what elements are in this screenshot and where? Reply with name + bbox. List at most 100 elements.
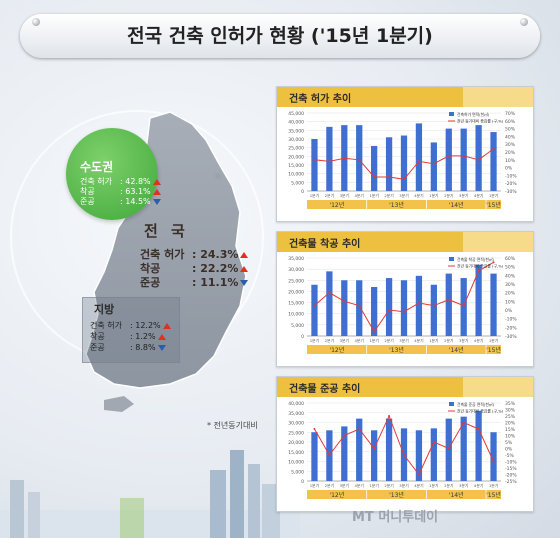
y2-tick-label: 25% [505, 414, 516, 420]
bar [311, 139, 318, 191]
national-stat-label: 착공 [140, 262, 161, 275]
national-title: 전 국 [144, 222, 189, 240]
y2-tick-label: -15% [505, 466, 517, 472]
bar [415, 275, 423, 336]
growth-point [492, 261, 495, 264]
y2-tick-label: 30% [505, 282, 516, 288]
year-band [307, 200, 501, 209]
chart-panel-completions: 건축물 준공 추이 0 5,000 10,000 15,000 20,000 25,000… [276, 376, 534, 512]
chart-header-accent [463, 377, 533, 397]
y-tick-label: 30,000 [288, 267, 304, 273]
y2-tick-label: -25% [505, 479, 517, 485]
bar [490, 273, 497, 336]
x-tick-label: 1분기 [310, 483, 319, 488]
y2-tick-label: 0% [505, 308, 513, 314]
y2-tick-label: 20% [505, 150, 516, 156]
chart-panel-permits: 건축 허가 추이 0 5,000 10,000 15,000 20,000 25,000 3… [276, 86, 534, 222]
year-label: '13년 [389, 491, 404, 499]
y-tick-label: 25,000 [288, 146, 304, 152]
legend-label: 건축물 준공 면적(천㎡) [457, 402, 495, 407]
y2-tick-label: 35% [505, 401, 516, 407]
y2-tick-label: -20% [505, 325, 517, 331]
bar [356, 280, 363, 336]
x-tick-label: 1분기 [489, 338, 498, 343]
bar [385, 278, 393, 336]
growth-point [417, 160, 420, 163]
arrow-down-icon [157, 344, 166, 351]
growth-point [328, 160, 331, 163]
regional-title: 지방 [94, 303, 115, 316]
regional-box [82, 297, 180, 363]
bar [326, 126, 333, 191]
x-tick-label: 4분기 [414, 193, 423, 198]
year-label: '15년 [486, 491, 501, 499]
bar [371, 286, 378, 336]
bar [311, 432, 318, 481]
regional-stat-value: : 12.2% [130, 321, 161, 330]
bar [490, 132, 497, 191]
growth-point [403, 454, 405, 456]
metro-stat-row: 준공: 14.5% [80, 196, 161, 207]
y2-tick-label: -30% [505, 334, 517, 340]
growth-point [373, 330, 376, 333]
arrow-up-icon [162, 322, 171, 329]
growth-point [358, 428, 361, 430]
bar [341, 426, 348, 481]
x-tick-label: 2분기 [384, 193, 393, 198]
y-tick-label: 20,000 [288, 154, 304, 160]
bar [445, 128, 452, 191]
national-stat-row: 준공: 11.1% [140, 274, 249, 290]
year-label: '13년 [389, 201, 404, 209]
y2-tick-label: 40% [505, 273, 516, 279]
y-tick-label: 25,000 [288, 430, 304, 436]
legend-swatch-bar [449, 112, 454, 116]
bar [430, 428, 437, 481]
x-tick-label: 1분기 [369, 338, 378, 343]
growth-point [432, 304, 435, 307]
x-tick-label: 3분기 [399, 338, 408, 343]
growth-point [358, 158, 361, 161]
y2-tick-label: -20% [505, 473, 517, 479]
national-stat-value: : 22.2% [192, 262, 239, 275]
y-tick-label: 25,000 [288, 278, 304, 284]
arrow-up-icon [157, 333, 166, 340]
national-stat-value: : 11.1% [192, 276, 239, 289]
growth-point [417, 473, 420, 476]
y2-tick-label: 30% [505, 408, 516, 414]
growth-point [477, 158, 480, 161]
x-tick-label: 2분기 [325, 193, 334, 198]
y-tick-label: 30,000 [288, 421, 304, 427]
bar [490, 432, 497, 481]
y-tick-label: 30,000 [288, 137, 304, 143]
growth-point [447, 298, 450, 301]
x-tick-label: 1분기 [429, 338, 438, 343]
growth-point [388, 175, 391, 178]
y-tick-label: 5,000 [291, 180, 304, 186]
legend-label: 건축물 착공 면적(천㎡) [457, 257, 495, 262]
growth-point [447, 447, 450, 450]
x-tick-label: 2분기 [325, 483, 334, 488]
y2-tick-label: 50% [505, 127, 516, 133]
legend-label: 건축허가 면적(천㎡) [457, 112, 490, 117]
x-tick-label: 4분기 [474, 338, 483, 343]
arrow-up-icon [240, 266, 249, 272]
y2-tick-label: -10% [505, 317, 517, 323]
growth-point [462, 154, 465, 157]
bar [475, 125, 482, 191]
growth-point [388, 309, 391, 311]
x-tick-label: 3분기 [459, 483, 468, 488]
y2-tick-label: 20% [505, 421, 516, 427]
y-tick-label: 20,000 [288, 440, 304, 446]
korea-map [85, 111, 247, 412]
bar [356, 418, 363, 481]
legend-label: 전년 동기대비 증감률 (구,%) [457, 264, 504, 269]
arrow-down-icon [240, 280, 249, 286]
arrow-up-icon [240, 252, 249, 258]
y-tick-label: 15,000 [288, 450, 304, 456]
y-tick-label: 20,000 [288, 289, 304, 295]
x-tick-label: 2분기 [384, 483, 393, 488]
bar [445, 273, 452, 336]
x-tick-label: 4분기 [355, 483, 364, 488]
growth-point [447, 154, 450, 157]
growth-point [313, 428, 316, 430]
